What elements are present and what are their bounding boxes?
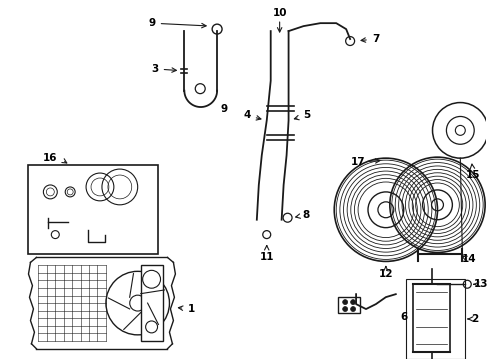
Text: 7: 7 (371, 34, 379, 44)
Bar (412, 284, 449, 352)
Bar (405, 279, 464, 359)
Bar (338, 297, 359, 313)
Bar (28, 165, 157, 255)
Text: 10: 10 (272, 8, 286, 18)
Text: 13: 13 (473, 279, 488, 289)
Text: 9: 9 (220, 104, 227, 113)
Text: 14: 14 (461, 255, 476, 264)
Text: 8: 8 (302, 210, 309, 220)
Bar (141, 265, 162, 341)
Text: 17: 17 (350, 157, 365, 167)
Text: 11: 11 (259, 252, 273, 262)
Text: 9: 9 (148, 18, 155, 28)
Text: 2: 2 (470, 314, 478, 324)
Text: 1: 1 (187, 304, 195, 314)
Text: 16: 16 (43, 153, 58, 163)
Text: 3: 3 (151, 64, 158, 74)
Circle shape (350, 300, 355, 305)
Text: 15: 15 (465, 170, 480, 180)
Text: 6: 6 (399, 312, 407, 322)
Text: 4: 4 (243, 111, 250, 121)
Circle shape (342, 307, 347, 311)
Circle shape (350, 307, 355, 311)
Circle shape (342, 300, 347, 305)
Text: 5: 5 (302, 111, 309, 121)
Text: 12: 12 (378, 269, 392, 279)
